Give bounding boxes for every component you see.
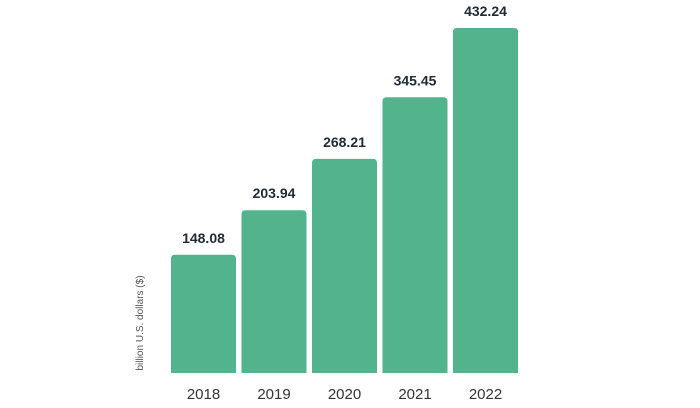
bars-group	[171, 28, 518, 373]
x-tick-label-2021: 2021	[398, 386, 431, 403]
bar-2022	[453, 28, 518, 373]
bar-2020	[312, 158, 377, 373]
value-label-2022: 432.24	[464, 3, 507, 19]
value-label-2020: 268.21	[323, 134, 366, 150]
value-labels-group: 148.08 203.94 268.21 345.45 432.24	[182, 3, 507, 246]
x-tick-label-2022: 2022	[469, 386, 502, 403]
value-label-2019: 203.94	[253, 185, 296, 201]
bar-2021	[382, 97, 448, 373]
x-tick-label-2019: 2019	[257, 386, 290, 403]
y-axis-label: billion U.S. dollars ($)	[135, 275, 146, 370]
bar-2018	[171, 254, 236, 373]
value-label-2018: 148.08	[182, 230, 225, 246]
x-tick-label-2018: 2018	[187, 386, 220, 403]
bar-2019	[241, 210, 307, 373]
x-tick-labels-group: 2018 2019 2020 2021 2022	[187, 386, 502, 403]
value-label-2021: 345.45	[394, 72, 437, 88]
x-tick-label-2020: 2020	[328, 386, 361, 403]
